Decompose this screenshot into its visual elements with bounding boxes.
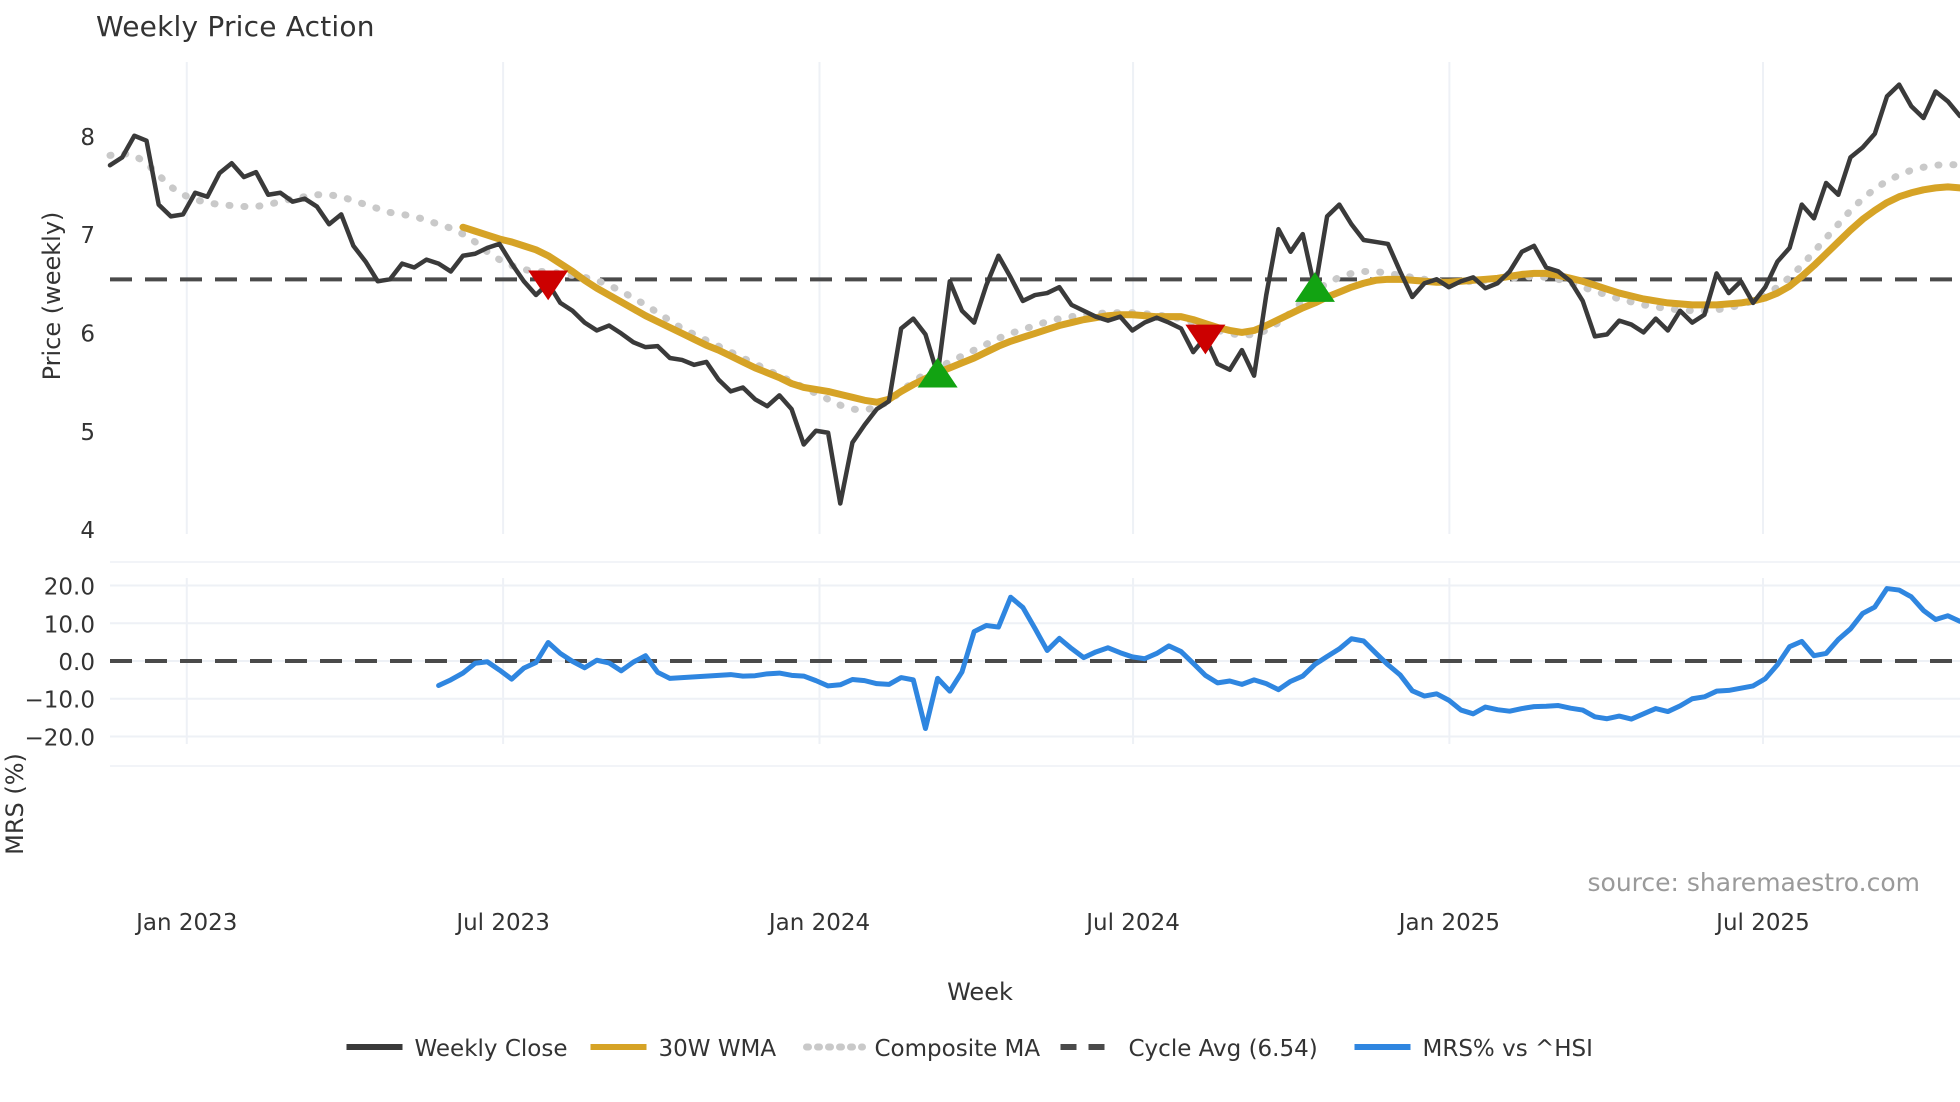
x-tick-5: Jul 2025 <box>1714 910 1810 936</box>
mrs-axis-label: MRS (%) <box>1 753 29 855</box>
x-tick-0: Jan 2023 <box>134 910 237 936</box>
x-tick-3: Jul 2024 <box>1084 910 1180 936</box>
buy-signal-marker-1[interactable] <box>917 357 958 388</box>
series-mrs-vs-hsi <box>436 586 1960 732</box>
price-axis-label: Price (weekly) <box>38 211 66 381</box>
series-weekly-close <box>107 82 1960 506</box>
price-series-group <box>106 82 1960 506</box>
series-30w-wma <box>459 183 1960 406</box>
mrs-y-tick-0: −20.0 <box>25 725 95 751</box>
buy-signal-marker-3[interactable] <box>1294 272 1335 302</box>
mrs-y-tick-2: 0.0 <box>58 650 95 676</box>
watermark-label: source: sharemaestro.com <box>1588 868 1921 897</box>
chart-legend[interactable]: Weekly Close 30W WMA Composite MA Cycle Avg… <box>0 1020 1960 1070</box>
mrs-y-ticks: −20.0 −10.0 0.0 10.0 20.0 <box>25 575 95 752</box>
price-y-tick-1: 5 <box>80 420 95 446</box>
x-axis-ticks: Jan 2023 Jul 2023 Jan 2024 Jul 2024 Jan 2025… <box>134 910 1810 936</box>
legend-label-4[interactable]: MRS% vs ^HSI <box>1423 1036 1593 1062</box>
signal-markers-group <box>528 270 1335 388</box>
price-y-ticks: 4 5 6 7 8 <box>80 125 95 544</box>
x-tick-1: Jul 2023 <box>454 910 550 936</box>
mrs-y-tick-1: −10.0 <box>25 688 95 714</box>
x-axis-label: Week <box>947 978 1013 1006</box>
mrs-y-tick-4: 20.0 <box>44 575 95 601</box>
series-composite-ma <box>106 149 1960 414</box>
price-y-tick-0: 4 <box>80 518 95 544</box>
legend-label-2[interactable]: Composite MA <box>875 1036 1041 1062</box>
source-watermark: source: sharemaestro.com <box>1588 868 1921 897</box>
mrs-series-group <box>436 586 1960 732</box>
mrs-y-tick-3: 10.0 <box>44 612 95 638</box>
price-y-tick-4: 8 <box>80 125 95 151</box>
legend-label-0[interactable]: Weekly Close <box>415 1036 568 1062</box>
page-title: Weekly Price Action <box>96 10 375 43</box>
x-tick-2: Jan 2024 <box>767 910 870 936</box>
price-y-tick-2: 6 <box>80 321 95 347</box>
price-y-tick-3: 7 <box>80 223 95 249</box>
mrs-grid <box>110 561 1960 767</box>
sell-signal-marker-2[interactable] <box>1185 324 1226 355</box>
x-tick-4: Jan 2025 <box>1397 910 1500 936</box>
sell-signal-marker-0[interactable] <box>528 270 569 301</box>
price-grid <box>185 62 1764 534</box>
legend-label-1[interactable]: 30W WMA <box>659 1036 777 1062</box>
legend-label-3[interactable]: Cycle Avg (6.54) <box>1129 1036 1318 1062</box>
